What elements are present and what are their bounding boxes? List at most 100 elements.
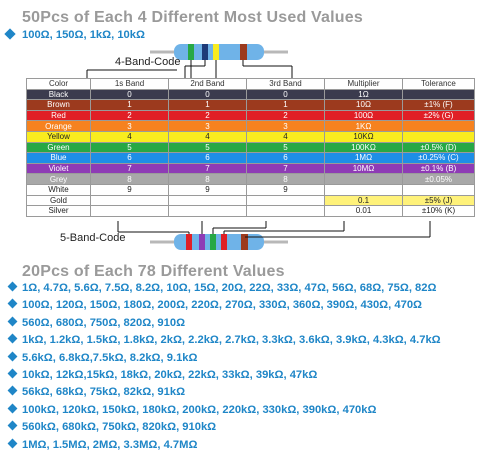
values-line-text: 1Ω, 4.7Ω, 5.6Ω, 7.5Ω, 8.2Ω, 10Ω, 15Ω, 20… <box>22 282 437 294</box>
values-line: 5.6kΩ, 6.8kΩ,7.5kΩ, 8.2kΩ, 9.1kΩ <box>7 351 198 364</box>
diamond-bullet-icon <box>7 438 18 449</box>
label-4-band-code: 4-Band-Code <box>115 56 181 68</box>
table-cell-mult: 100KΩ <box>324 141 403 154</box>
table-row-brown: Brown 1 1 1 10Ω ±1% (F) <box>26 99 475 111</box>
table-header-cell: 1s Band <box>90 78 169 90</box>
table-cell-mult: 1KΩ <box>324 120 403 132</box>
table-row-red: Red 2 2 2 100Ω ±2% (G) <box>26 109 475 122</box>
values-4-line: 100Ω, 150Ω, 1kΩ, 10kΩ <box>4 28 145 41</box>
values-line-text: 1kΩ, 1.2kΩ, 1.5kΩ, 1.8kΩ, 2kΩ, 2.2kΩ, 2.… <box>22 334 441 347</box>
values-line-text: 100Ω, 120Ω, 150Ω, 180Ω, 200Ω, 220Ω, 270Ω… <box>22 299 423 312</box>
table-cell-tol: ±10% (K) <box>402 205 475 217</box>
table-cell-mult: 10Ω <box>324 99 403 111</box>
table-cell-b1: 9 <box>90 183 169 196</box>
values-line: 100Ω, 120Ω, 150Ω, 180Ω, 200Ω, 220Ω, 270Ω… <box>7 298 423 312</box>
label-5-band-code: 5-Band-Code <box>60 232 126 244</box>
table-cell-b1: 8 <box>90 173 169 185</box>
table-cell-mult: 0.01 <box>324 205 403 217</box>
table-cell-b3: 5 <box>246 141 325 154</box>
diamond-bullet-icon <box>7 403 18 414</box>
table-cell-mult: 100Ω <box>324 109 403 122</box>
table-cell-b2: 6 <box>168 152 247 164</box>
values-line: 1MΩ, 1.5MΩ, 2MΩ, 3.3MΩ, 4.7MΩ <box>7 438 198 451</box>
table-cell-b2: 5 <box>168 141 247 154</box>
values-4-text: 100Ω, 150Ω, 1kΩ, 10kΩ <box>22 29 145 41</box>
table-cell-b2: 0 <box>168 88 247 101</box>
table-cell-b3: 9 <box>246 183 325 196</box>
table-header-cell: Color <box>26 78 91 90</box>
table-cell-mult: 0.1 <box>324 194 403 207</box>
table-cell-color: Black <box>26 88 91 101</box>
table-cell-color: Blue <box>26 152 91 164</box>
table-cell-b1: 7 <box>90 162 169 175</box>
table-header-cell: Tolerance <box>402 78 475 90</box>
values-line: 56kΩ, 68kΩ, 75kΩ, 82kΩ, 91kΩ <box>7 385 185 398</box>
table-header-cell: 3rd Band <box>246 78 325 90</box>
values-line: 1Ω, 4.7Ω, 5.6Ω, 7.5Ω, 8.2Ω, 10Ω, 15Ω, 20… <box>7 281 437 294</box>
diamond-bullet-icon <box>7 385 18 396</box>
table-cell-b1: 2 <box>90 109 169 122</box>
values-line: 10kΩ, 12kΩ,15kΩ, 18kΩ, 20kΩ, 22kΩ, 33kΩ,… <box>7 368 317 381</box>
table-cell-color: Orange <box>26 120 91 132</box>
table-cell-b2: 9 <box>168 183 247 196</box>
table-cell-tol <box>402 183 475 196</box>
values-line-text: 1MΩ, 1.5MΩ, 2MΩ, 3.3MΩ, 4.7MΩ <box>22 438 198 451</box>
table-cell-b1: 5 <box>90 141 169 154</box>
table-cell-color: Yellow <box>26 130 91 143</box>
table-row-yellow: Yellow 4 4 4 10KΩ <box>26 130 475 143</box>
table-cell-b3 <box>246 205 325 217</box>
values-line: 1kΩ, 1.2kΩ, 1.5kΩ, 1.8kΩ, 2kΩ, 2.2kΩ, 2.… <box>7 333 441 347</box>
table-cell-b3 <box>246 194 325 207</box>
values-line-text: 5.6kΩ, 6.8kΩ,7.5kΩ, 8.2kΩ, 9.1kΩ <box>22 351 198 364</box>
table-row-gold: Gold 0.1 ±5% (J) <box>26 194 475 207</box>
table-row-orange: Orange 3 3 3 1KΩ <box>26 120 475 132</box>
table-row-violet: Violet 7 7 7 10MΩ ±0.1% (B) <box>26 162 475 175</box>
table-cell-tol: ±5% (J) <box>402 194 475 207</box>
values-line-text: 560Ω, 680Ω, 750Ω, 820Ω, 910Ω <box>22 316 186 329</box>
table-cell-b1 <box>90 194 169 207</box>
table-cell-b3: 0 <box>246 88 325 101</box>
table-cell-b2: 7 <box>168 162 247 175</box>
values-line-text: 100kΩ, 120kΩ, 150kΩ, 180kΩ, 200kΩ, 220kΩ… <box>22 403 377 416</box>
table-cell-mult: 10KΩ <box>324 130 403 143</box>
values-line-text: 560kΩ, 680kΩ, 750kΩ, 820kΩ, 910kΩ <box>22 421 217 434</box>
table-cell-mult: 1MΩ <box>324 152 403 164</box>
table-cell-b3: 8 <box>246 173 325 185</box>
values-line: 560kΩ, 680kΩ, 750kΩ, 820kΩ, 910kΩ <box>7 420 217 434</box>
title-4-values: 50Pcs of Each 4 Different Most Used Valu… <box>22 9 363 26</box>
table-cell-tol <box>402 130 475 143</box>
table-cell-b2: 1 <box>168 99 247 111</box>
table-row-grey: Grey 8 8 8 ±0.05% <box>26 173 475 185</box>
table-cell-b2 <box>168 205 247 217</box>
diamond-bullet-icon <box>7 368 18 379</box>
table-cell-tol: ±0.05% <box>402 173 475 185</box>
table-cell-b2 <box>168 194 247 207</box>
table-cell-b3: 1 <box>246 99 325 111</box>
table-cell-b1: 4 <box>90 130 169 143</box>
color-code-table: Color 1s Band 2nd Band 3rd Band Multiplier To… <box>26 78 475 217</box>
values-line: 100kΩ, 120kΩ, 150kΩ, 180kΩ, 200kΩ, 220kΩ… <box>7 403 377 416</box>
table-cell-b1: 0 <box>90 88 169 101</box>
table-cell-b1: 6 <box>90 152 169 164</box>
table-cell-color: Violet <box>26 162 91 175</box>
table-cell-color: Gold <box>26 194 91 207</box>
values-line: 560Ω, 680Ω, 750Ω, 820Ω, 910Ω <box>7 316 186 329</box>
table-cell-color: White <box>26 183 91 196</box>
table-cell-b2: 4 <box>168 130 247 143</box>
table-cell-color: Green <box>26 141 91 154</box>
title-78-values: 20Pcs of Each 78 Different Values <box>22 263 285 280</box>
diamond-bullet-icon <box>7 333 18 344</box>
table-cell-b1 <box>90 205 169 217</box>
table-row-white: White 9 9 9 <box>26 183 475 196</box>
diamond-bullet-icon <box>7 316 18 327</box>
table-cell-tol <box>402 88 475 101</box>
table-cell-color: Brown <box>26 99 91 111</box>
table-cell-b3: 3 <box>246 120 325 132</box>
diamond-bullet-icon <box>7 420 18 431</box>
diamond-bullet-icon <box>7 351 18 362</box>
table-cell-b3: 7 <box>246 162 325 175</box>
table-cell-mult <box>324 173 403 185</box>
table-cell-mult: 1Ω <box>324 88 403 101</box>
table-row-green: Green 5 5 5 100KΩ ±0.5% (D) <box>26 141 475 154</box>
